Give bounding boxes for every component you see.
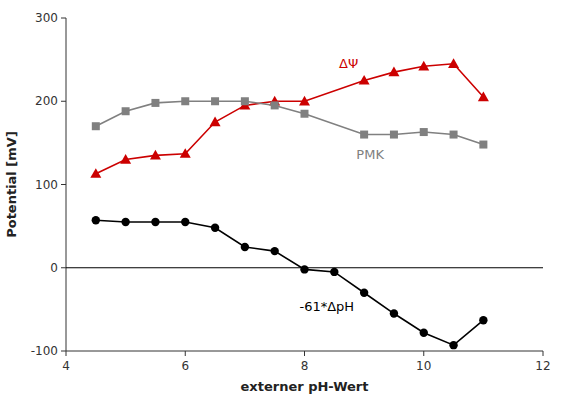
data-point <box>390 131 398 139</box>
y-axis-label: Potential [mV] <box>4 131 19 238</box>
data-point <box>121 218 129 226</box>
series-label: ΔΨ <box>339 56 358 71</box>
data-point <box>360 289 368 297</box>
series-line <box>96 64 484 174</box>
y-tick-label: 200 <box>35 94 58 108</box>
x-tick <box>185 351 186 356</box>
x-axis-label: externer pH-Wert <box>241 379 369 394</box>
data-point <box>270 247 278 255</box>
series-line <box>96 220 484 345</box>
x-tick <box>304 351 305 356</box>
x-tick-label: 4 <box>62 359 70 373</box>
data-point <box>181 97 189 105</box>
y-tick-label: -100 <box>31 344 58 358</box>
data-point <box>241 243 249 251</box>
data-point <box>271 101 279 109</box>
series <box>92 216 488 349</box>
data-point <box>122 107 130 115</box>
x-tick-label: 10 <box>416 359 431 373</box>
plot-area <box>66 58 543 349</box>
data-point <box>359 75 370 85</box>
series-labels: -61*ΔpH ΔΨ PMK <box>299 56 384 313</box>
data-point <box>478 92 489 102</box>
data-point <box>211 224 219 232</box>
x-tick-label: 6 <box>181 359 189 373</box>
series-label: PMK <box>356 147 384 162</box>
series-label: -61*ΔpH <box>299 299 354 314</box>
x-tick-label: 12 <box>535 359 550 373</box>
y-tick-label: 100 <box>35 178 58 192</box>
data-point <box>420 128 428 136</box>
data-point <box>479 316 487 324</box>
x-tick <box>66 351 67 356</box>
data-point <box>150 150 161 160</box>
data-point <box>360 131 368 139</box>
data-point <box>450 131 458 139</box>
y-tick <box>61 351 66 352</box>
data-point <box>241 97 249 105</box>
data-point <box>479 141 487 149</box>
data-point <box>120 154 131 164</box>
data-point <box>420 328 428 336</box>
data-point <box>92 216 100 224</box>
data-point <box>390 309 398 317</box>
x-tick <box>543 351 544 356</box>
data-point <box>151 218 159 226</box>
series <box>90 58 489 178</box>
series <box>92 97 488 148</box>
data-point <box>448 58 459 68</box>
data-point <box>90 168 101 178</box>
chart: 4 6 8 10 12 -100 0 100 200 300 externer pH-Wert Pot… <box>0 0 565 403</box>
data-point <box>300 265 308 273</box>
data-point <box>330 268 338 276</box>
x-tick-label: 8 <box>301 359 309 373</box>
data-point <box>92 122 100 130</box>
y-tick-label: 300 <box>35 11 58 25</box>
data-point <box>388 67 399 77</box>
y-tick <box>61 267 66 268</box>
data-point <box>449 341 457 349</box>
y-tick <box>61 101 66 102</box>
data-point <box>211 97 219 105</box>
data-point <box>299 96 310 106</box>
data-point <box>418 61 429 71</box>
data-point <box>210 117 221 127</box>
data-point <box>180 148 191 158</box>
axes: 4 6 8 10 12 -100 0 100 200 300 <box>31 11 551 373</box>
y-tick-label: 0 <box>50 261 58 275</box>
series-line <box>96 101 484 144</box>
y-tick <box>61 184 66 185</box>
data-point <box>301 110 309 118</box>
y-tick <box>61 18 66 19</box>
data-point <box>181 218 189 226</box>
data-point <box>151 99 159 107</box>
background <box>0 0 565 403</box>
x-tick <box>423 351 424 356</box>
